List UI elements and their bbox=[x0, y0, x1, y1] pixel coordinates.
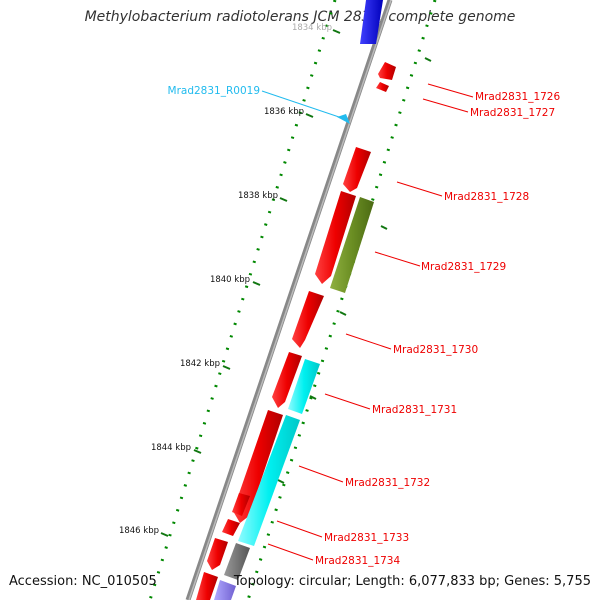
gene-mrad2831-1730[interactable] bbox=[292, 291, 324, 348]
tick-1846 bbox=[160, 532, 169, 537]
genome-summary: Topology: circular; Length: 6,077,833 bp… bbox=[233, 574, 591, 589]
gc-content-track-inner bbox=[148, 0, 337, 600]
gene-mrad2831-r0019[interactable] bbox=[337, 114, 350, 124]
tick-1840 bbox=[252, 281, 261, 286]
leader-1726 bbox=[427, 83, 474, 98]
gene-mrad2831-1728[interactable] bbox=[343, 147, 371, 192]
purple-feature[interactable] bbox=[214, 580, 236, 600]
leader-1727 bbox=[422, 98, 469, 113]
blue-feature[interactable] bbox=[360, 0, 383, 44]
leader-1734 bbox=[267, 543, 314, 561]
gene-label-1732[interactable]: Mrad2831_1732 bbox=[345, 477, 430, 489]
tick-label-1836: 1836 kbp bbox=[264, 107, 304, 117]
gene-mrad2831-1734[interactable] bbox=[207, 538, 228, 570]
tick-label-1844: 1844 kbp bbox=[151, 443, 191, 453]
tick-marks bbox=[160, 29, 341, 537]
gene-label-1729[interactable]: Mrad2831_1729 bbox=[421, 261, 506, 273]
gene-mrad2831-1733[interactable] bbox=[222, 519, 240, 536]
tick-label-1840: 1840 kbp bbox=[210, 275, 250, 285]
tick-label-1838: 1838 kbp bbox=[238, 191, 278, 201]
tick-1836 bbox=[305, 113, 314, 118]
leader-1729 bbox=[374, 251, 421, 267]
tick-label-1834: 1834 kbp bbox=[292, 23, 332, 33]
gene-label-1730[interactable]: Mrad2831_1730 bbox=[393, 344, 478, 356]
leader-1730 bbox=[345, 333, 392, 350]
leader-1728 bbox=[396, 181, 443, 197]
gene-label-r0019[interactable]: Mrad2831_R0019 bbox=[168, 85, 260, 97]
leader-1733 bbox=[276, 520, 323, 538]
tick-1834 bbox=[332, 29, 341, 34]
leader-1731 bbox=[324, 393, 371, 410]
cyan-feature-lower[interactable] bbox=[238, 415, 300, 546]
gene-mrad2831-1726[interactable] bbox=[378, 62, 396, 80]
gc-content-track-outer bbox=[246, 0, 437, 600]
gene-label-1727[interactable]: Mrad2831_1727 bbox=[470, 107, 555, 119]
gene-mrad2831-1732[interactable] bbox=[233, 410, 283, 523]
gene-label-1726[interactable]: Mrad2831_1726 bbox=[475, 91, 560, 103]
map-title: Methylobacterium radiotolerans JCM 2831,… bbox=[84, 9, 516, 25]
gene-red-small-a[interactable] bbox=[232, 493, 250, 516]
gene-mrad2831-1727[interactable] bbox=[376, 82, 389, 92]
gene-label-1734[interactable]: Mrad2831_1734 bbox=[315, 555, 400, 567]
gene-label-1728[interactable]: Mrad2831_1728 bbox=[444, 191, 529, 203]
genome-backbone bbox=[185, 0, 393, 600]
tick-label-1842: 1842 kbp bbox=[180, 359, 220, 369]
tick-1842 bbox=[222, 365, 231, 370]
gene-red-upper[interactable] bbox=[315, 191, 356, 284]
tick-label-1846: 1846 kbp bbox=[119, 526, 159, 536]
genome-backbone-highlight bbox=[188, 0, 392, 600]
leader-lines bbox=[267, 83, 474, 561]
gene-red-bottom[interactable] bbox=[196, 572, 218, 600]
cyan-feature-upper[interactable] bbox=[288, 359, 320, 414]
gene-label-1731[interactable]: Mrad2831_1731 bbox=[372, 404, 457, 416]
gene-mrad2831-1731[interactable] bbox=[272, 352, 302, 408]
accession-label: Accession: NC_010505 bbox=[9, 574, 157, 589]
gene-label-1733[interactable]: Mrad2831_1733 bbox=[324, 532, 409, 544]
leader-r0019 bbox=[261, 90, 343, 119]
leader-1732 bbox=[298, 465, 344, 483]
tick-1838 bbox=[279, 197, 288, 202]
gene-mrad2831-1729[interactable] bbox=[330, 197, 374, 293]
outer-ticks bbox=[277, 57, 432, 484]
gray-feature[interactable] bbox=[224, 543, 250, 580]
tick-1844 bbox=[193, 449, 202, 454]
